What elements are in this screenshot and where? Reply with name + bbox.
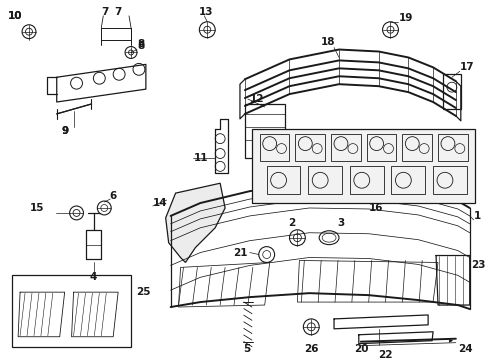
Text: 7: 7 xyxy=(114,7,122,17)
Text: 7: 7 xyxy=(101,7,109,17)
Text: 6: 6 xyxy=(109,191,117,201)
Bar xyxy=(12,275,131,347)
Text: 20: 20 xyxy=(354,343,368,354)
Text: 19: 19 xyxy=(398,13,413,23)
Text: 9: 9 xyxy=(62,126,69,136)
Text: 14: 14 xyxy=(153,198,168,208)
Text: 18: 18 xyxy=(321,37,336,46)
Text: 12: 12 xyxy=(250,94,265,104)
Text: 25: 25 xyxy=(136,287,150,297)
Polygon shape xyxy=(166,183,225,262)
Text: 26: 26 xyxy=(304,343,319,354)
Bar xyxy=(308,166,342,194)
Text: 8: 8 xyxy=(137,39,144,49)
Text: 2: 2 xyxy=(289,218,296,228)
Bar xyxy=(331,134,361,161)
Text: 3: 3 xyxy=(337,218,344,228)
Text: 8: 8 xyxy=(137,41,144,50)
Bar xyxy=(245,104,285,158)
Text: 4: 4 xyxy=(89,272,97,282)
Text: 10: 10 xyxy=(8,11,23,21)
Text: 11: 11 xyxy=(194,153,208,163)
Bar xyxy=(295,134,325,161)
Text: 24: 24 xyxy=(458,343,472,354)
Bar xyxy=(433,166,467,194)
Text: 13: 13 xyxy=(198,7,213,17)
Bar xyxy=(260,134,290,161)
Text: 21: 21 xyxy=(233,248,247,257)
Bar xyxy=(252,129,475,203)
Bar xyxy=(392,166,425,194)
Text: 5: 5 xyxy=(243,343,250,354)
Text: 23: 23 xyxy=(471,260,485,270)
Bar xyxy=(367,134,396,161)
Bar xyxy=(267,166,300,194)
Text: 17: 17 xyxy=(460,62,474,72)
Bar xyxy=(402,134,432,161)
Text: 16: 16 xyxy=(368,203,383,213)
Bar xyxy=(443,74,461,109)
Text: 10: 10 xyxy=(8,11,23,21)
Text: 1: 1 xyxy=(474,211,481,221)
Text: 9: 9 xyxy=(62,126,69,136)
Bar xyxy=(350,166,384,194)
Bar xyxy=(438,134,468,161)
Text: 15: 15 xyxy=(30,203,45,213)
Text: 22: 22 xyxy=(379,350,393,360)
